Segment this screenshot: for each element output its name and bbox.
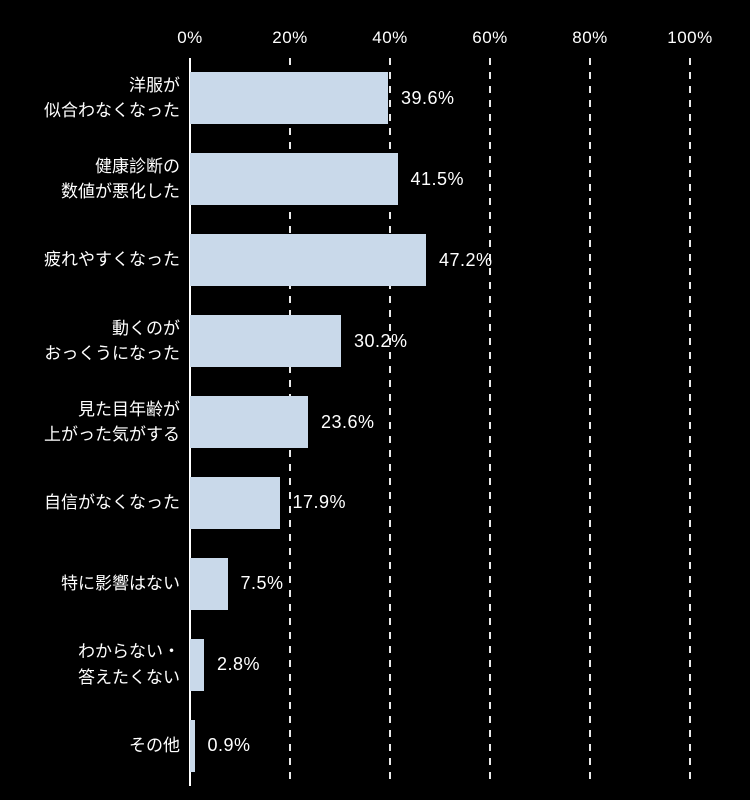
category-label: わからない・ 答えたくない bbox=[78, 642, 180, 687]
bar bbox=[190, 638, 204, 691]
bar bbox=[190, 719, 195, 772]
value-label: 39.6% bbox=[401, 87, 455, 108]
bar-row: 動くのが おっくうになった 30.2% bbox=[0, 301, 690, 382]
category-label: 動くのが おっくうになった bbox=[44, 318, 180, 364]
value-label: 17.9% bbox=[292, 492, 347, 513]
x-tick-label: 20% bbox=[272, 28, 308, 47]
category-label: 疲れやすくなった bbox=[44, 250, 180, 270]
bar-row: 疲れやすくなった 47.2% bbox=[0, 220, 690, 301]
bar-track: 47.2% bbox=[190, 234, 690, 287]
bar-row: 特に影響はない 7.5% bbox=[0, 543, 690, 624]
x-axis: 0% 20% 40% 60% 80% 100% bbox=[177, 28, 712, 50]
value-label: 7.5% bbox=[240, 573, 284, 594]
bar bbox=[190, 72, 388, 125]
bar-track: 39.6% bbox=[190, 72, 690, 125]
bar bbox=[190, 557, 228, 610]
bar bbox=[190, 476, 280, 529]
bar-row: 自信がなくなった 17.9% bbox=[0, 462, 690, 543]
bar-row: 健康診断の 数値が悪化した 41.5% bbox=[0, 139, 690, 220]
bar-row: その他 0.9% bbox=[0, 705, 690, 786]
bar-row: わからない・ 答えたくない 2.8% bbox=[0, 624, 690, 705]
value-label: 47.2% bbox=[439, 249, 493, 270]
value-label: 30.2% bbox=[354, 330, 408, 351]
x-tick-label: 40% bbox=[372, 28, 408, 47]
value-label: 0.9% bbox=[207, 735, 251, 756]
bar-track: 2.8% bbox=[190, 638, 690, 691]
category-label: 健康診断の 数値が悪化した bbox=[61, 156, 180, 202]
category-label: 特に影響はない bbox=[61, 574, 180, 594]
bar-track: 7.5% bbox=[190, 557, 690, 610]
bar-row: 見た目年齢が 上がった気がする 23.6% bbox=[0, 382, 690, 463]
bar bbox=[190, 234, 426, 287]
category-label: その他 bbox=[129, 735, 180, 755]
category-label: 洋服が 似合わなくなった bbox=[44, 75, 180, 121]
category-label: 見た目年齢が 上がった気がする bbox=[44, 399, 180, 445]
x-tick-label: 80% bbox=[572, 28, 608, 47]
bar-track: 17.9% bbox=[190, 476, 690, 529]
value-label: 2.8% bbox=[217, 654, 261, 675]
x-tick-label: 100% bbox=[667, 28, 713, 47]
bar-track: 30.2% bbox=[190, 315, 690, 368]
value-label: 41.5% bbox=[410, 168, 465, 189]
bar-track: 23.6% bbox=[190, 396, 690, 448]
bar bbox=[190, 396, 308, 448]
bar bbox=[190, 315, 341, 368]
bar-rows: 洋服が 似合わなくなった 39.6% 健康診断の 数値が悪化した 41.5% 疲れやすくなっ… bbox=[0, 58, 690, 786]
bar-track: 0.9% bbox=[190, 719, 690, 772]
bar-track: 41.5% bbox=[190, 153, 690, 206]
category-label: 自信がなくなった bbox=[44, 493, 180, 513]
bar-row: 洋服が 似合わなくなった 39.6% bbox=[0, 58, 690, 139]
value-label: 23.6% bbox=[321, 411, 375, 432]
x-tick-label: 0% bbox=[177, 28, 203, 47]
bar bbox=[190, 153, 398, 206]
x-tick-label: 60% bbox=[472, 28, 508, 47]
